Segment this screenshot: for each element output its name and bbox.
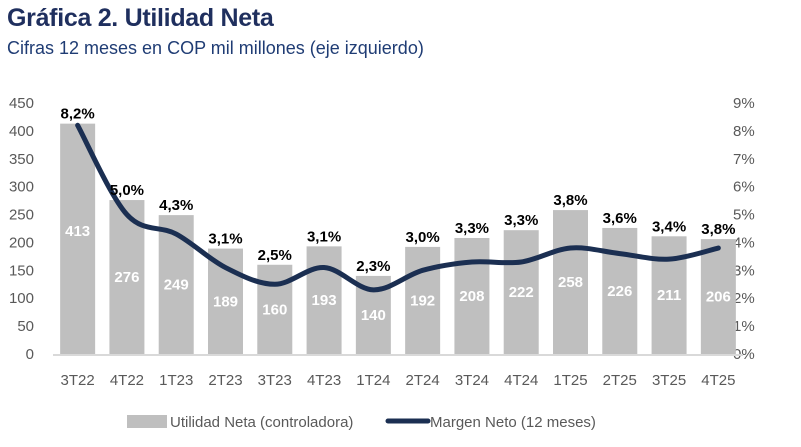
left-axis-tick-label: 100 [9, 290, 34, 307]
line-value-label: 3,6% [603, 210, 637, 227]
left-axis: 0 50 100 150 200 250 300 350 400 450 [9, 95, 34, 363]
x-axis-tick-label: 4T25 [701, 372, 735, 389]
bar-value-label: 211 [657, 287, 681, 304]
bar-series: 413 276 249 189 160 193 140 192 208 222 258 226 211 2… [60, 123, 736, 354]
bar-value-label: 160 [262, 301, 287, 318]
x-axis-tick-label: 2T25 [603, 372, 637, 389]
bar-value-label: 258 [558, 274, 583, 291]
bar [306, 246, 342, 354]
bar [553, 210, 588, 354]
left-axis-tick-label: 200 [9, 234, 34, 251]
line-value-label: 2,3% [356, 258, 390, 275]
chart-subtitle: Cifras 12 meses en COP mil millones (eje… [7, 38, 424, 58]
x-axis-tick-label: 1T25 [553, 372, 587, 389]
margin-line-series [75, 122, 721, 293]
x-axis-tick-label: 2T24 [406, 372, 440, 389]
right-axis: 0% 1% 2% 3% 4% 5% 6% 7% 8% 9% [733, 95, 755, 363]
left-axis-tick-label: 350 [9, 151, 34, 168]
line-value-label: 8,2% [61, 106, 95, 123]
x-axis: 3T22 4T22 1T23 2T23 3T23 4T23 1T24 2T24 3T24 4T24… [61, 372, 736, 389]
line-labels: 8,2% 5,0% 4,3% 3,1% 2,5% 3,1% 2,3% 3,0% 3,3% 3,3%… [61, 106, 736, 275]
right-axis-tick-label: 4% [733, 234, 755, 251]
line-value-label: 3,0% [406, 229, 440, 246]
legend-swatch-bar [127, 415, 167, 428]
left-axis-tick-label: 0 [26, 346, 34, 363]
x-axis-tick-label: 3T23 [258, 372, 292, 389]
right-axis-tick-label: 0% [733, 346, 755, 363]
line-value-label: 3,1% [208, 231, 242, 248]
bar-value-label: 140 [361, 307, 386, 324]
line-value-label: 4,3% [159, 197, 193, 214]
bar-value-label: 222 [509, 284, 534, 301]
right-axis-tick-label: 2% [733, 290, 755, 307]
right-axis-tick-label: 5% [733, 207, 755, 224]
right-axis-tick-label: 9% [733, 95, 755, 112]
line-value-label: 3,3% [504, 212, 538, 229]
line-value-label: 5,0% [110, 182, 144, 199]
left-axis-tick-label: 50 [17, 318, 34, 335]
bar-value-label: 276 [114, 269, 139, 286]
left-axis-tick-label: 250 [9, 207, 34, 224]
line-value-label: 3,3% [455, 220, 489, 237]
legend-label-bar: Utilidad Neta (controladora) [170, 414, 353, 431]
bar-value-label: 189 [213, 293, 238, 310]
bar [405, 246, 441, 354]
bar-value-label: 413 [65, 223, 90, 240]
bar-value-label: 208 [459, 288, 484, 305]
bar [454, 237, 490, 354]
right-axis-tick-label: 1% [733, 318, 755, 335]
x-axis-tick-label: 3T22 [61, 372, 95, 389]
right-axis-tick-label: 8% [733, 123, 755, 140]
bar [602, 227, 638, 354]
bar-value-label: 192 [410, 292, 435, 309]
x-axis-tick-label: 3T25 [652, 372, 686, 389]
bar [700, 239, 736, 354]
bar [503, 230, 539, 354]
left-axis-tick-label: 300 [9, 179, 34, 196]
bar [60, 123, 96, 354]
x-axis-tick-label: 2T23 [208, 372, 242, 389]
right-axis-tick-label: 3% [733, 262, 755, 279]
bar-value-label: 206 [706, 289, 731, 306]
x-axis-tick-label: 4T22 [110, 372, 144, 389]
legend: Utilidad Neta (controladora) Margen Neto… [127, 414, 596, 431]
bar-value-label: 249 [164, 277, 189, 294]
bar-value-label: 226 [607, 283, 632, 300]
line-value-label: 2,5% [258, 247, 292, 264]
line-value-label: 3,1% [307, 228, 341, 245]
line-value-label: 3,8% [553, 192, 587, 209]
left-axis-tick-label: 450 [9, 95, 34, 112]
x-axis-tick-label: 1T23 [159, 372, 193, 389]
right-axis-tick-label: 7% [733, 151, 755, 168]
left-axis-tick-label: 150 [9, 262, 34, 279]
bar-value-label: 193 [312, 292, 337, 309]
x-axis-tick-label: 3T24 [455, 372, 489, 389]
x-axis-tick-label: 1T24 [356, 372, 390, 389]
chart-title: Gráfica 2. Utilidad Neta [7, 4, 274, 32]
x-axis-tick-label: 4T23 [307, 372, 341, 389]
x-axis-tick-label: 4T24 [504, 372, 538, 389]
right-axis-tick-label: 6% [733, 179, 755, 196]
bar [158, 215, 194, 354]
legend-label-line: Margen Neto (12 meses) [430, 414, 596, 431]
line-value-label: 3,4% [652, 218, 686, 235]
line-value-label: 3,8% [701, 221, 735, 238]
left-axis-tick-label: 400 [9, 123, 34, 140]
